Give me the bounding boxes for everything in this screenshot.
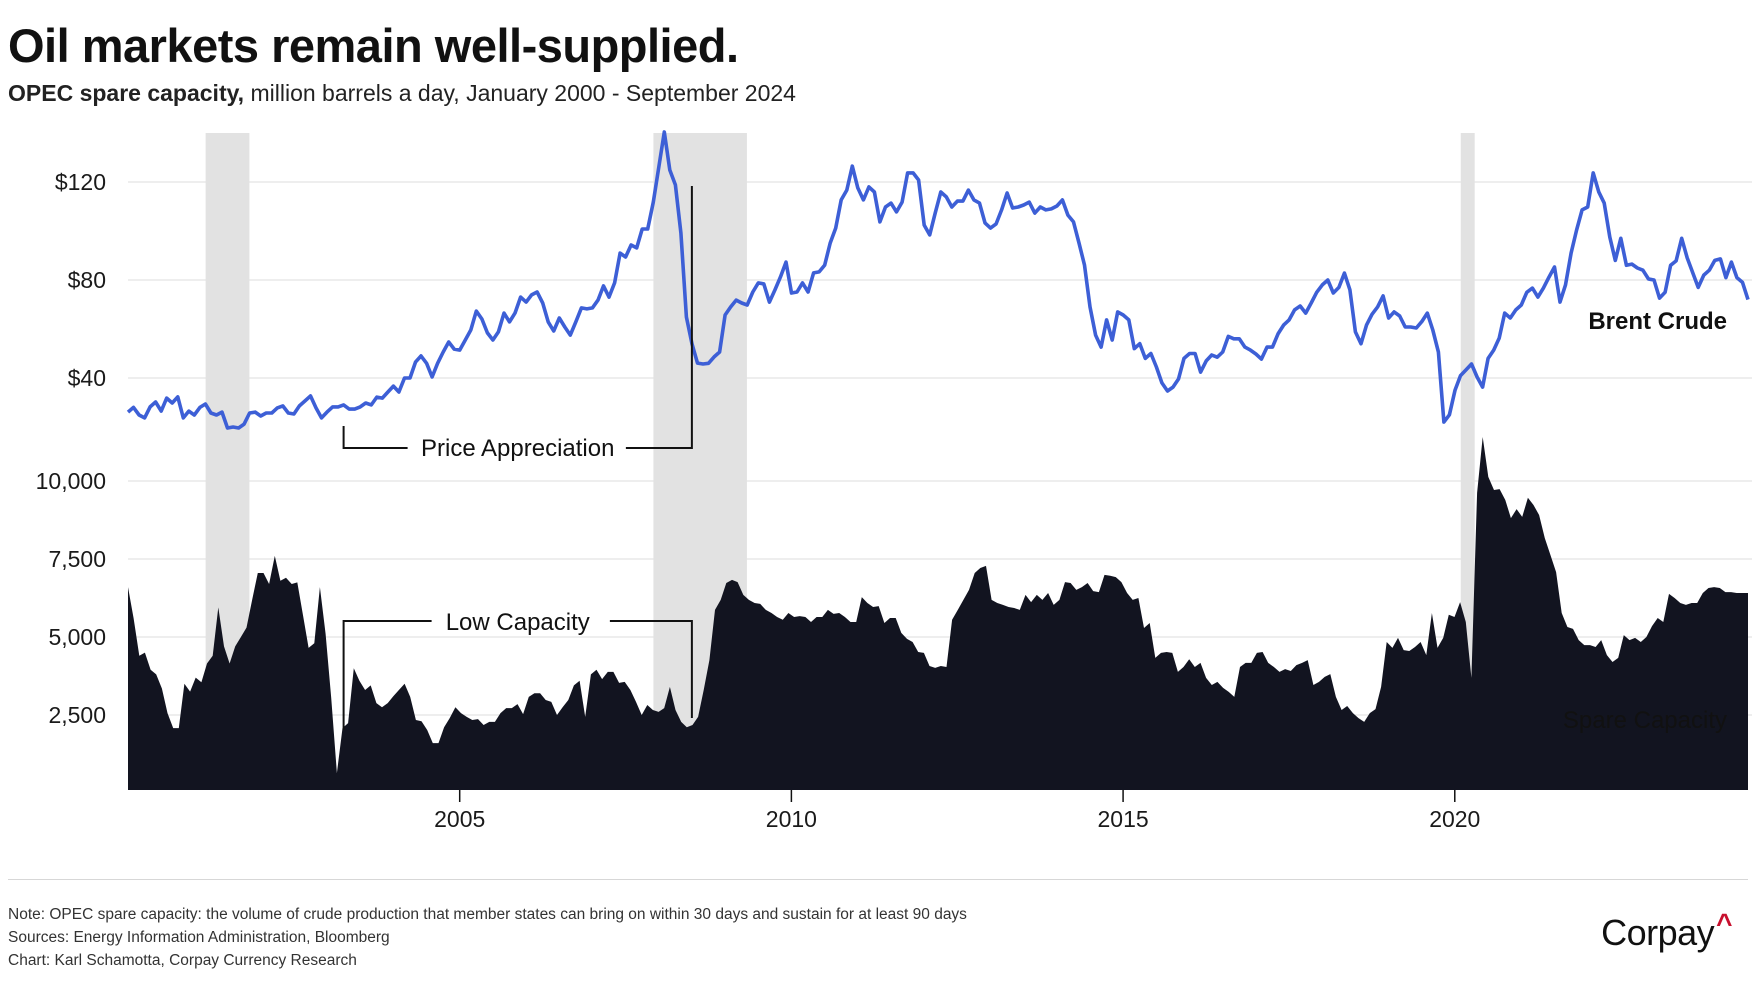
x-tick-label: 2010 [766,806,817,832]
logo-text: Corpay [1601,912,1715,953]
price-appreciation-bracket-left [342,426,408,449]
footer-divider [8,879,1748,880]
logo-caret-icon: ^ [1716,908,1732,939]
capacity-tick-label: 2,500 [48,702,106,728]
axes: $40 $80 $120 2,500 5,000 7,500 10,000 2005 2010 2… [36,169,1481,832]
capacity-tick-label: 5,000 [48,624,106,650]
capacity-tick-label: 10,000 [36,468,106,494]
low-capacity-bracket-right [609,620,693,718]
corpay-logo: Corpay^ [1601,908,1732,954]
price-appreciation-bracket-right [625,186,693,449]
spare-capacity-series-label: Spare Capacity [1563,707,1727,734]
footnote-note: Note: OPEC spare capacity: the volume of… [8,906,967,923]
brent-crude-series-label: Brent Crude [1588,308,1727,335]
footnote-sources: Sources: Energy Information Administrati… [8,929,390,946]
x-tick-label: 2015 [1098,806,1149,832]
brent-crude-series [126,130,1750,430]
price-tick-label: $80 [68,267,106,293]
x-tick-label: 2005 [434,806,485,832]
price-tick-label: $120 [55,169,106,195]
brent-crude-line [126,130,1750,430]
price-appreciation-label: Price Appreciation [421,435,614,462]
subtitle-rest: million barrels a day, January 2000 - Se… [244,80,796,106]
subtitle-bold: OPEC spare capacity, [8,80,245,106]
footnote-credit: Chart: Karl Schamotta, Corpay Currency R… [8,952,357,969]
annotations: Price Appreciation Low Capacity Brent Crud… [342,186,1727,734]
spare-capacity-series [128,437,1748,790]
spare-capacity-area [128,437,1748,790]
capacity-tick-label: 7,500 [48,546,106,572]
low-capacity-bracket-left [342,620,432,730]
low-capacity-label: Low Capacity [446,609,590,636]
x-tick-label: 2020 [1429,806,1480,832]
chart-canvas: $40 $80 $120 2,500 5,000 7,500 10,000 2005 2010 2… [36,130,1752,832]
price-tick-label: $40 [68,365,106,391]
chart-subtitle: OPEC spare capacity, million barrels a d… [8,80,796,107]
chart-title: Oil markets remain well-supplied. [8,19,739,72]
